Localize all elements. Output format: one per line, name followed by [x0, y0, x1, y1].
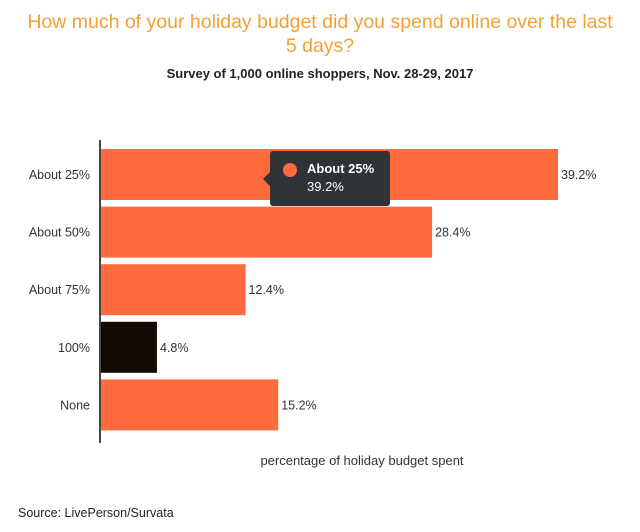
tooltip-arrow	[263, 172, 270, 186]
tooltip-value: 39.2%	[307, 179, 344, 194]
data-label: 4.8%	[160, 341, 189, 355]
bar-100[interactable]	[101, 321, 157, 373]
bar-about-50[interactable]	[101, 206, 433, 258]
category-label: None	[60, 398, 90, 412]
source-note: Source: LivePerson/Survata	[18, 506, 174, 520]
data-label: 28.4%	[435, 226, 470, 240]
chart-title: How much of your holiday budget did you …	[27, 11, 613, 57]
x-axis-label: percentage of holiday budget spent	[260, 453, 463, 468]
category-label: About 50%	[29, 226, 90, 240]
data-label: 39.2%	[561, 168, 596, 182]
bar-none[interactable]	[101, 379, 279, 431]
bar-about-75[interactable]	[101, 264, 246, 316]
data-label: 15.2%	[281, 398, 316, 412]
category-label: 100%	[58, 341, 90, 355]
tooltip-series-dot	[283, 163, 297, 177]
chart-subtitle: Survey of 1,000 online shoppers, Nov. 28…	[166, 66, 474, 81]
category-label: About 25%	[29, 168, 90, 182]
data-label: 12.4%	[249, 283, 284, 297]
tooltip-label: About 25%	[307, 161, 375, 176]
chart-tooltip: About 25% 39.2%	[263, 151, 390, 206]
category-label: About 75%	[29, 283, 90, 297]
